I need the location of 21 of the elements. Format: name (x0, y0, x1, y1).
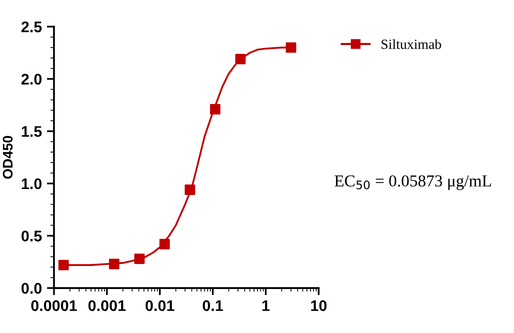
point (108, 258, 120, 270)
x-tick-label: 10 (311, 300, 327, 312)
x-tick-label: 0.1 (202, 300, 223, 312)
y-tick-label: 0.0 (22, 282, 42, 294)
y-tick-label: 2.0 (21, 74, 42, 85)
y-tick-label: 1.5 (22, 126, 42, 137)
point (159, 238, 170, 250)
point (184, 184, 196, 195)
point (210, 104, 220, 114)
x-tick-label: 0.0001 (31, 300, 77, 312)
y-axis-title: OD450 (2, 136, 13, 179)
point (235, 54, 246, 64)
x-tick-label: 0.01 (146, 300, 174, 312)
legend-label: Siltuximab (382, 39, 442, 49)
y-tick-label: 2.5 (21, 22, 42, 32)
y-tick-label: 0.5 (22, 230, 42, 242)
text: EC$_{50}$ = 0.05873 μg/mL (334, 175, 491, 190)
x-tick-label: 0.001 (88, 300, 126, 312)
point (134, 254, 145, 264)
x-tick-label: 1 (262, 300, 270, 311)
y-tick-label: 1.0 (22, 178, 42, 190)
